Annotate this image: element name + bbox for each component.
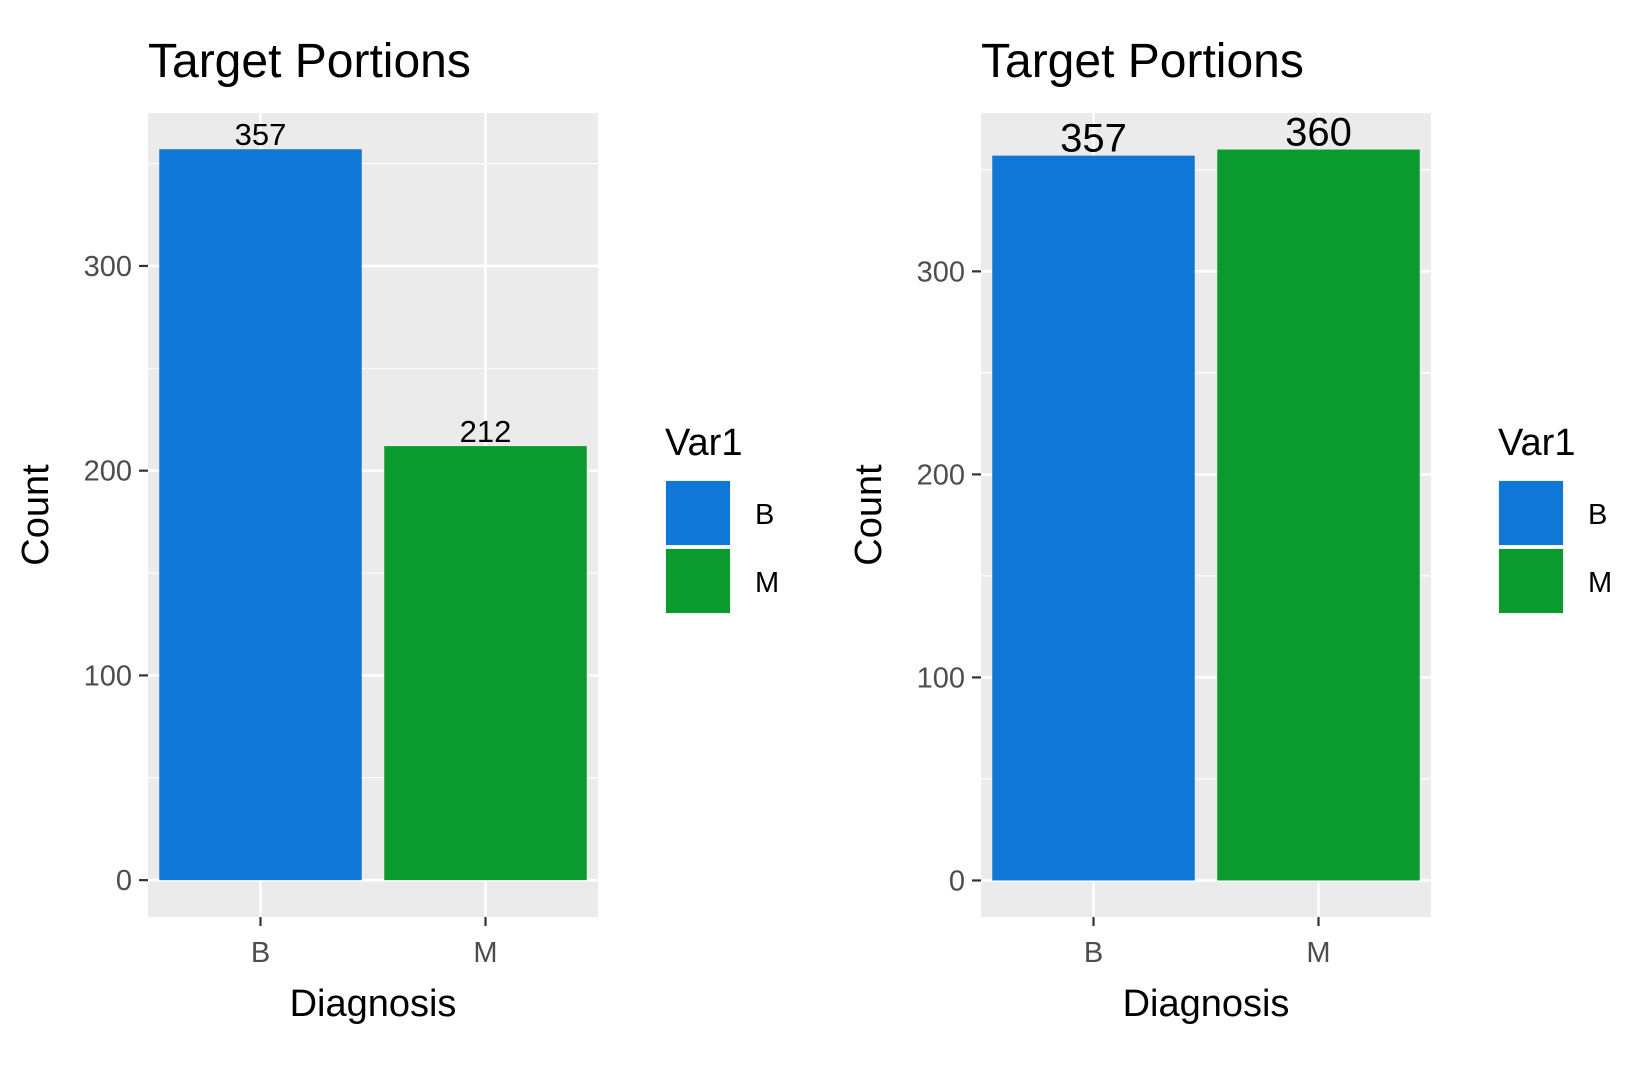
data-label-b: 357	[1060, 117, 1127, 161]
x-axis-label: Diagnosis	[1123, 983, 1290, 1025]
data-label-b: 357	[235, 117, 287, 152]
bar-m	[384, 446, 587, 881]
x-tick-label: B	[1084, 937, 1103, 969]
chart-panel-right: 357 360 0 100 200 300 B M Target Portions Diagnos…	[848, 35, 1612, 1025]
legend-swatch-b	[666, 481, 730, 545]
legend: Var1 B M	[665, 422, 779, 614]
legend-label-m: M	[755, 567, 779, 599]
legend-title: Var1	[1498, 422, 1575, 464]
y-tick-label: 100	[84, 660, 132, 692]
bar-b	[992, 155, 1195, 881]
y-tick-label: 300	[917, 256, 965, 288]
y-axis-label: Count	[15, 464, 57, 566]
legend-title: Var1	[665, 422, 742, 464]
data-label-m: 212	[460, 414, 512, 449]
legend-label-b: B	[1588, 499, 1607, 531]
legend-swatch-m	[1499, 549, 1563, 613]
x-axis-label: Diagnosis	[290, 983, 457, 1025]
x-tick-label: B	[251, 937, 270, 969]
bar-b	[159, 149, 362, 881]
legend-swatch-m	[666, 549, 730, 613]
x-tick-label: M	[473, 937, 497, 969]
bar-m	[1217, 149, 1420, 881]
legend-label-b: B	[755, 499, 774, 531]
y-axis-label: Count	[848, 464, 890, 566]
legend: Var1 B M	[1498, 422, 1612, 614]
y-tick-label: 300	[84, 251, 132, 283]
y-tick-label: 200	[917, 459, 965, 491]
legend-swatch-b	[1499, 481, 1563, 545]
chart-title: Target Portions	[981, 35, 1304, 88]
y-tick-label: 200	[84, 456, 132, 488]
legend-label-m: M	[1588, 567, 1612, 599]
chart-panel-left: 357 212 0 100 200 300 B M Target Portions Diagnos…	[15, 35, 779, 1025]
chart-title: Target Portions	[148, 35, 471, 88]
y-tick-label: 100	[917, 662, 965, 694]
data-label-m: 360	[1285, 111, 1352, 155]
y-tick-label: 0	[949, 865, 965, 897]
y-tick-label: 0	[116, 865, 132, 897]
x-tick-label: M	[1306, 937, 1330, 969]
